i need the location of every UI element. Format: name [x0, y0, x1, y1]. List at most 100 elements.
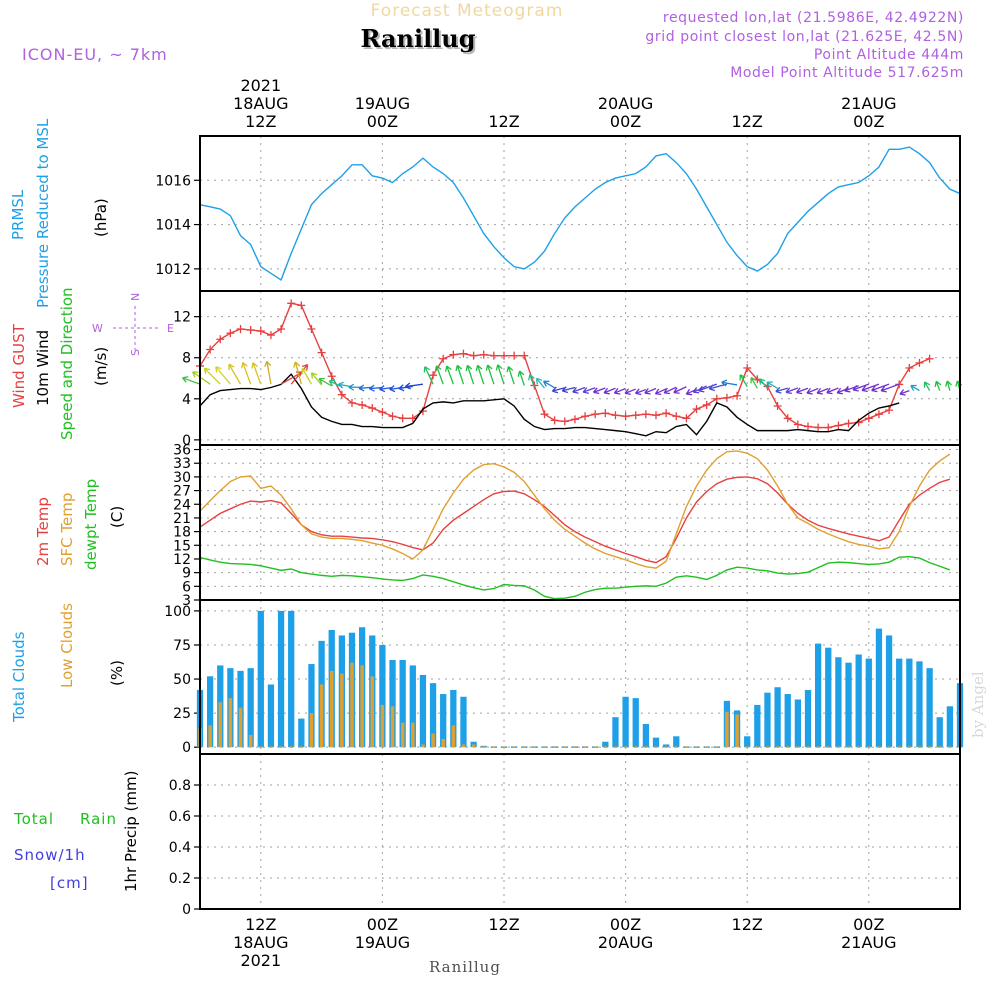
- wind-arrow-26: [455, 364, 465, 385]
- marker-gust-7: [266, 331, 275, 340]
- ytick-label-wind-2: 8: [182, 351, 191, 367]
- ytick-label-temperature-0: 3: [182, 593, 191, 609]
- bottom-time-label-1-1: 19AUG: [355, 933, 410, 952]
- bar-low-73: [938, 746, 942, 748]
- marker-gust-66: [864, 414, 873, 423]
- wind-arrow-13: [318, 377, 333, 387]
- bar-low-56: [765, 746, 770, 748]
- bottom-time-label-0-0: 12Z: [245, 915, 276, 934]
- bar-total-9: [288, 610, 295, 748]
- dewpt-label: dewpt Temp: [82, 479, 100, 570]
- bar-total-55: [754, 704, 761, 748]
- ytick-label-temperature-1: 6: [182, 579, 191, 595]
- bar-total-71: [916, 661, 923, 748]
- marker-gust-5: [246, 326, 255, 335]
- marker-gust-35: [550, 416, 559, 425]
- marker-gust-57: [773, 401, 782, 410]
- ytick-label-temperature-7: 24: [173, 497, 191, 513]
- bar-total-44: [642, 724, 650, 748]
- marker-gust-29: [489, 351, 498, 360]
- wind-arrow-58: [775, 386, 788, 394]
- bar-total-7: [267, 684, 275, 748]
- marker-gust-12: [317, 348, 326, 357]
- top-time-label-5-0: 21AUG: [841, 94, 896, 113]
- bottom-time-label-3-1: 20AUG: [598, 933, 653, 952]
- wind-arrow-61: [806, 387, 819, 395]
- plot-area: 1012101410160481236912151821242730333602…: [155, 76, 964, 970]
- wind-arrow-71: [910, 384, 920, 392]
- bar-total-21: [409, 665, 416, 748]
- bar-low-30: [502, 746, 506, 748]
- bar-low-10: [299, 746, 304, 748]
- wind-arrow-48: [673, 386, 687, 394]
- wind-arrow-68: [871, 383, 890, 393]
- marker-gust-28: [479, 350, 488, 359]
- marker-gust-46: [662, 409, 671, 418]
- series-gust: [199, 302, 930, 429]
- marker-gust-45: [652, 411, 660, 420]
- bar-total-56: [764, 692, 771, 748]
- bar-low-40: [603, 746, 608, 748]
- marker-gust-20: [398, 414, 407, 423]
- wind-arrow-59: [785, 387, 799, 395]
- info-line-4: Model Point Altitude 517.625m: [730, 65, 964, 81]
- marker-gust-49: [692, 405, 701, 414]
- marker-gust-51: [712, 394, 721, 403]
- temp-unit: (C): [108, 506, 126, 528]
- bar-low-25: [451, 725, 456, 748]
- bar-low-39: [593, 746, 597, 748]
- wind-arrow-38: [572, 386, 586, 394]
- bar-total-60: [804, 689, 812, 748]
- panel-frame-pressure: [199, 135, 961, 292]
- wind-arrow-30: [495, 364, 505, 385]
- marker-gust-8: [277, 324, 286, 333]
- wind-arrow-25: [444, 365, 454, 385]
- wind-arrow-70: [899, 389, 910, 396]
- bottom-time-label-4-0: 12Z: [732, 915, 763, 934]
- bar-low-28: [482, 746, 486, 748]
- wind-arrow-74: [945, 380, 952, 391]
- top-time-label-0-2: 12Z: [245, 112, 276, 131]
- wind-arrow-29: [485, 364, 495, 385]
- ytick-label-temperature-8: 27: [173, 484, 191, 500]
- wind-arrow-0: [182, 376, 201, 385]
- wind-arrow-66: [852, 383, 870, 392]
- precip-snow-label: Snow/1h: [14, 846, 86, 864]
- bar-low-62: [826, 746, 830, 748]
- marker-gust-24: [439, 354, 448, 363]
- wind-arrow-57: [766, 381, 778, 389]
- wind-arrow-9: [290, 363, 309, 385]
- compass-rose: N S W E: [92, 293, 174, 356]
- bar-total-23: [429, 683, 437, 748]
- bar-low-16: [360, 665, 364, 748]
- bar-total-54: [744, 736, 751, 748]
- marker-gust-47: [672, 412, 681, 421]
- wind-arrow-27: [465, 364, 475, 385]
- bar-total-68: [885, 635, 893, 748]
- wind-arrow-12: [310, 372, 323, 386]
- bar-total-59: [794, 699, 802, 748]
- bar-low-51: [715, 746, 719, 748]
- bar-low-66: [867, 746, 871, 748]
- bar-low-24: [441, 739, 445, 748]
- wind-arrow-37: [561, 386, 576, 394]
- bottom-time-label-0-2: 2021: [240, 951, 281, 970]
- bar-total-57: [774, 687, 781, 748]
- ytick-label-pressure-1: 1014: [155, 218, 191, 234]
- marker-gust-10: [297, 301, 306, 310]
- marker-gust-53: [733, 391, 742, 400]
- top-time-label-1-1: 00Z: [367, 112, 398, 131]
- credit-watermark: by Angel: [969, 671, 987, 738]
- bar-total-47: [673, 736, 680, 748]
- bar-low-64: [846, 746, 851, 748]
- gust-label: Wind GUST: [10, 323, 28, 408]
- page-title: Ranillug: [360, 24, 475, 53]
- series-temp: [199, 476, 951, 564]
- bar-low-13: [330, 670, 334, 748]
- bar-low-8: [279, 746, 283, 748]
- title-shadow: Ranillug: [362, 26, 477, 55]
- marker-gust-41: [611, 411, 620, 420]
